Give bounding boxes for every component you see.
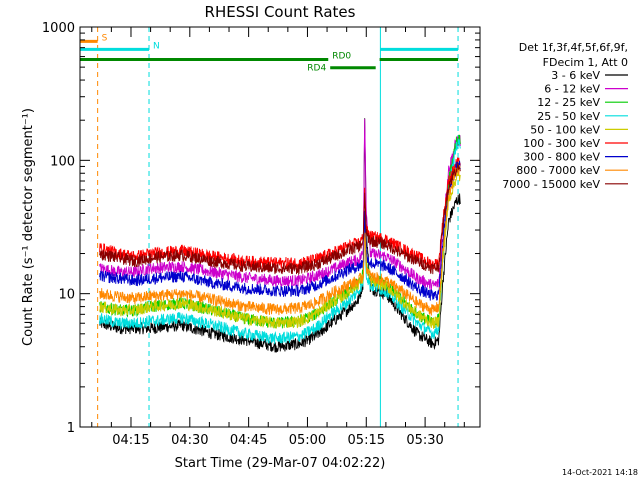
- y-tick-label-0: 1: [67, 421, 75, 436]
- x-tick-label-1: 04:30: [171, 433, 208, 448]
- state-bar-label-3: RD0: [332, 52, 351, 62]
- x-tick-label-4: 05:15: [348, 433, 385, 448]
- annotations: S N RD0 RD4: [80, 27, 459, 427]
- y-tick-label-3: 1000: [42, 21, 75, 36]
- legend: Det 1f,3f,4f,5f,6f,9f, FDecim 1, Att 03 -…: [502, 41, 628, 191]
- x-tick-label-0: 04:15: [112, 433, 149, 448]
- series-line-1: [99, 118, 461, 291]
- y-tick-label-1: 10: [58, 288, 75, 303]
- legend-label-8: 7000 - 15000 keV: [502, 178, 600, 191]
- legend-label-3: 25 - 50 keV: [537, 110, 600, 123]
- legend-label-6: 300 - 800 keV: [523, 151, 600, 164]
- series-layer: [99, 118, 461, 353]
- y-tick-label-2: 100: [50, 154, 75, 169]
- series-line-8: [99, 162, 461, 276]
- series-line-7: [99, 163, 461, 316]
- legend-label-5: 100 - 300 keV: [523, 137, 600, 150]
- state-bar-label-1: N: [153, 41, 160, 51]
- series-line-5: [99, 157, 461, 270]
- series-line-3: [99, 138, 461, 345]
- series-line-6: [99, 160, 461, 301]
- x-axis: 04:15 04:30 04:45 05:00 05:15 05:30: [91, 27, 465, 448]
- legend-label-7: 800 - 7000 keV: [516, 164, 600, 177]
- x-axis-label: Start Time (29-Mar-07 04:02:22): [175, 456, 386, 471]
- y-axis-label: Count Rate (s⁻¹ detector segment⁻¹): [21, 108, 36, 346]
- state-bar-label-5: RD4: [307, 64, 326, 74]
- legend-label-0: 3 - 6 keV: [551, 69, 600, 82]
- x-tick-label-3: 05:00: [289, 433, 326, 448]
- legend-label-1: 6 - 12 keV: [544, 83, 600, 96]
- y-axis: 1 10 100 1000: [42, 21, 480, 436]
- x-tick-label-5: 05:30: [406, 433, 443, 448]
- x-tick-label-2: 04:45: [230, 433, 267, 448]
- legend-label-2: 12 - 25 keV: [537, 96, 600, 109]
- legend-header-0: Det 1f,3f,4f,5f,6f,9f,: [519, 41, 628, 54]
- chart-title: RHESSI Count Rates: [205, 3, 356, 21]
- legend-label-4: 50 - 100 keV: [530, 123, 600, 136]
- plot-frame: [79, 26, 481, 428]
- state-bar-label-0: S: [102, 33, 108, 43]
- series-line-4: [99, 172, 461, 329]
- legend-header-1: FDecim 1, Att 0: [543, 56, 628, 69]
- timestamp: 14-Oct-2021 14:18: [562, 468, 638, 477]
